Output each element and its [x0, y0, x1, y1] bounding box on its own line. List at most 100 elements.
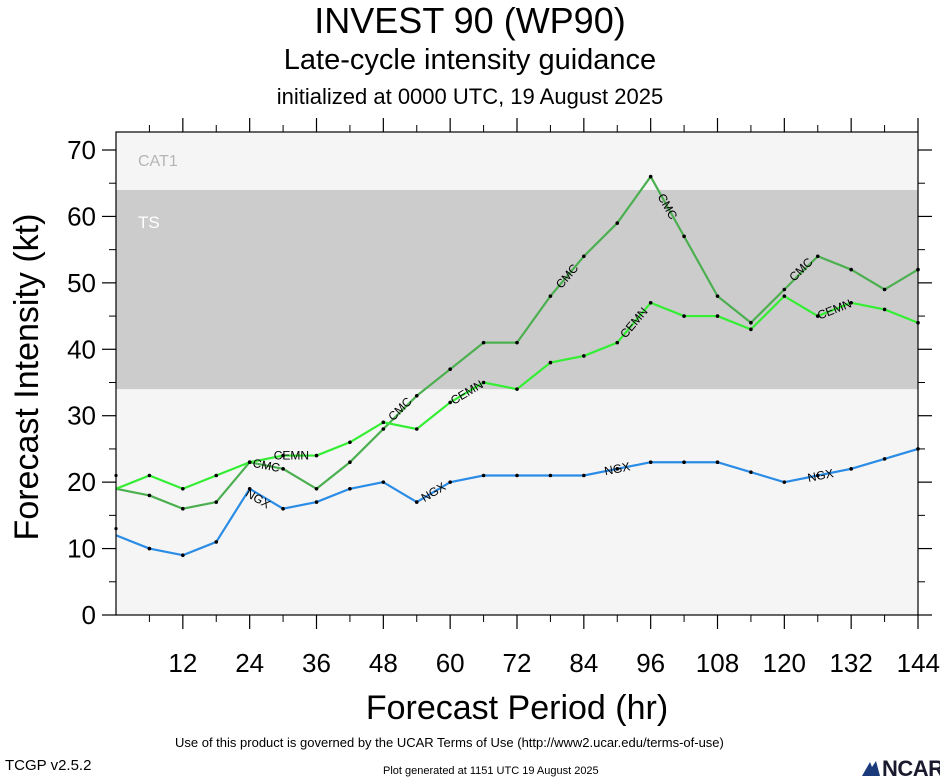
data-point-ngx	[314, 500, 319, 504]
data-point-cmc	[147, 493, 152, 498]
x-tick-label: 60	[436, 648, 465, 678]
data-point-cmc	[515, 340, 519, 345]
data-point-cemn	[615, 340, 620, 345]
data-point-cemn	[682, 314, 686, 318]
data-point-cemn	[715, 314, 720, 318]
generated-time: Plot generated at 1151 UTC 19 August 202…	[383, 765, 599, 777]
data-point-cmc	[682, 234, 686, 239]
data-point-ngx	[515, 473, 519, 478]
data-point-cemn	[281, 453, 285, 458]
data-point-cmc	[648, 174, 653, 179]
data-point-cemn	[849, 300, 853, 305]
series-points	[114, 174, 920, 558]
data-point-ngx	[882, 457, 887, 461]
data-point-cmc	[815, 254, 820, 259]
series-label-ngx: NGX	[603, 459, 631, 478]
data-point-cemn	[815, 314, 820, 318]
data-point-ngx	[481, 473, 486, 478]
terms-notice: Use of this product is governed by the U…	[175, 735, 724, 750]
data-point-cemn	[147, 473, 152, 478]
data-point-ngx	[348, 486, 352, 491]
intensity-bands: TS CAT1	[116, 132, 918, 390]
data-point-ngx	[648, 460, 653, 465]
data-point-cmc	[214, 500, 219, 504]
data-point-cemn	[582, 354, 586, 358]
data-point-cmc	[481, 340, 486, 345]
x-tick-label: 96	[636, 648, 665, 678]
data-point-cemn	[414, 427, 419, 431]
x-tick-label: 24	[235, 648, 264, 678]
data-point-ngx	[381, 480, 386, 484]
x-tick-label: 72	[503, 648, 532, 678]
data-point-cemn	[481, 380, 486, 385]
data-point-cemn	[749, 327, 753, 332]
y-tick-label: 50	[67, 268, 96, 298]
x-tick-label: 108	[696, 648, 739, 678]
y-tick-label: 20	[67, 467, 96, 497]
x-tick-label: 132	[829, 648, 872, 678]
data-point-cmc	[582, 254, 586, 259]
data-point-ngx	[548, 473, 553, 478]
series-label-cemn: CEMN	[274, 449, 309, 463]
y-tick-label: 70	[67, 135, 96, 165]
data-point-cmc	[314, 486, 319, 491]
data-point-cemn	[214, 473, 219, 478]
data-point-ngx	[247, 486, 252, 491]
data-point-ngx	[181, 553, 185, 558]
y-tick-label: 10	[67, 534, 96, 564]
data-point-ngx	[147, 546, 152, 551]
data-point-ngx	[414, 500, 419, 504]
data-point-cmc	[348, 460, 352, 465]
data-point-cmc	[414, 393, 419, 398]
data-point-cemn	[348, 440, 352, 445]
band-label-cat1: CAT1	[138, 153, 178, 170]
data-point-cemn	[548, 360, 553, 365]
data-point-cmc	[715, 294, 720, 298]
data-point-cmc	[381, 427, 386, 431]
init-time: initialized at 0000 UTC, 19 August 2025	[276, 84, 664, 109]
data-point-ngx	[849, 467, 853, 471]
ncar-logo-text: NCAR	[882, 756, 940, 781]
y-tick-label: 0	[82, 600, 96, 630]
data-point-ngx	[682, 460, 686, 465]
plot-frame	[115, 131, 919, 616]
series-label-ngx: NGX	[806, 466, 834, 485]
x-tick-label: 36	[302, 648, 331, 678]
data-point-cmc	[782, 287, 787, 292]
chart-subtitle: Late-cycle intensity guidance	[283, 44, 657, 76]
data-point-ngx	[448, 480, 452, 484]
axis-ticks: 0 10 20 30 40 50 60 70 12 24 36 48 60 72 84 96 108 120 132…	[67, 118, 940, 678]
ncar-logo: NCAR	[860, 756, 940, 781]
x-tick-label: 120	[763, 648, 806, 678]
x-axis-label: Forecast Period (hr)	[366, 689, 668, 727]
x-tick-label: 84	[569, 648, 598, 678]
data-point-ngx	[214, 540, 219, 544]
data-point-cemn	[181, 486, 185, 491]
data-point-cmc	[882, 287, 887, 292]
series-label-cmc: CMC	[252, 456, 282, 475]
data-point-cmc	[181, 506, 185, 511]
x-tick-label: 144	[897, 648, 940, 678]
band-ts	[116, 189, 918, 390]
y-tick-label: 60	[67, 201, 96, 231]
data-point-cemn	[882, 307, 887, 312]
data-point-cemn	[381, 420, 386, 425]
data-point-ngx	[715, 460, 720, 465]
data-point-cmc	[281, 467, 285, 471]
data-point-cemn	[247, 460, 252, 465]
data-point-ngx	[749, 470, 753, 474]
data-point-cemn	[782, 294, 787, 298]
x-tick-label: 48	[369, 648, 398, 678]
data-point-ngx	[281, 506, 285, 511]
y-tick-label: 30	[67, 401, 96, 431]
data-point-ngx	[815, 473, 820, 478]
data-point-cmc	[615, 221, 620, 225]
data-point-cmc	[749, 320, 753, 325]
data-point-ngx	[582, 473, 586, 478]
data-point-cemn	[515, 387, 519, 391]
y-axis-label: Forecast Intensity (kt)	[8, 214, 46, 541]
version-label: TCGP v2.5.2	[5, 757, 92, 774]
chart-title: INVEST 90 (WP90)	[314, 0, 626, 41]
ncar-emblem-icon	[862, 761, 880, 776]
